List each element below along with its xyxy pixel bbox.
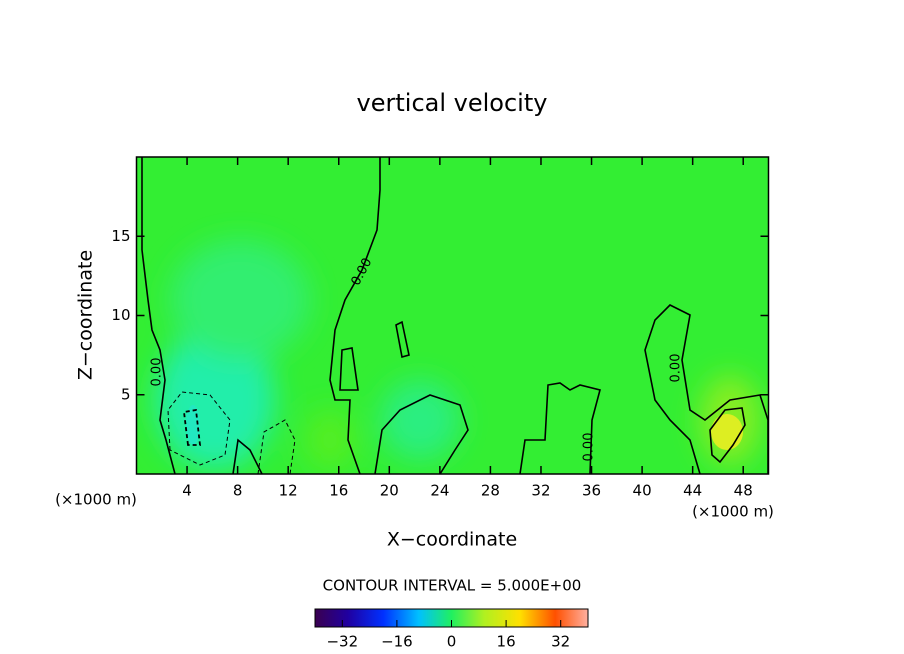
colorbar-tick-label: 32: [551, 633, 570, 651]
x-tick-label: 48: [734, 482, 753, 500]
colorbar-tick-label: 0: [447, 633, 457, 651]
x-tick-label: 36: [582, 482, 601, 500]
x-tick-label: 44: [683, 482, 702, 500]
colorbar-tick-label: −32: [326, 633, 358, 651]
contour-label: 0.00: [150, 358, 165, 387]
contour-interval: CONTOUR INTERVAL = 5.000E+00: [323, 577, 582, 595]
contour-label: 0.00: [669, 354, 684, 383]
x-tick-label: 12: [279, 482, 298, 500]
contour-label: 0.00: [582, 433, 597, 462]
field-max: [711, 414, 743, 450]
x-tick-label: 28: [481, 482, 500, 500]
x-unit-label: (×1000 m): [692, 503, 774, 521]
x-tick-label: 16: [329, 482, 348, 500]
x-tick-label: 4: [182, 482, 192, 500]
x-tick-label: 40: [633, 482, 652, 500]
contour-field: [136, 157, 769, 474]
x-tick-label: 8: [233, 482, 243, 500]
x-tick-label: 24: [430, 482, 449, 500]
y-tick-label: 10: [111, 306, 130, 324]
x-unit-label: (×1000 m): [55, 491, 137, 509]
x-axis-label: X−coordinate: [387, 529, 517, 551]
y-tick-label: 15: [111, 227, 130, 245]
y-tick-label: 5: [121, 385, 131, 403]
x-tick-label: 32: [531, 482, 550, 500]
field-shading: [155, 240, 760, 470]
colorbar-tick-label: 16: [497, 633, 516, 651]
chart-title: vertical velocity: [357, 89, 548, 117]
y-axis-label: Z−coordinate: [75, 250, 97, 380]
colorbar-tick-label: −16: [381, 633, 413, 651]
x-tick-label: 20: [380, 482, 399, 500]
